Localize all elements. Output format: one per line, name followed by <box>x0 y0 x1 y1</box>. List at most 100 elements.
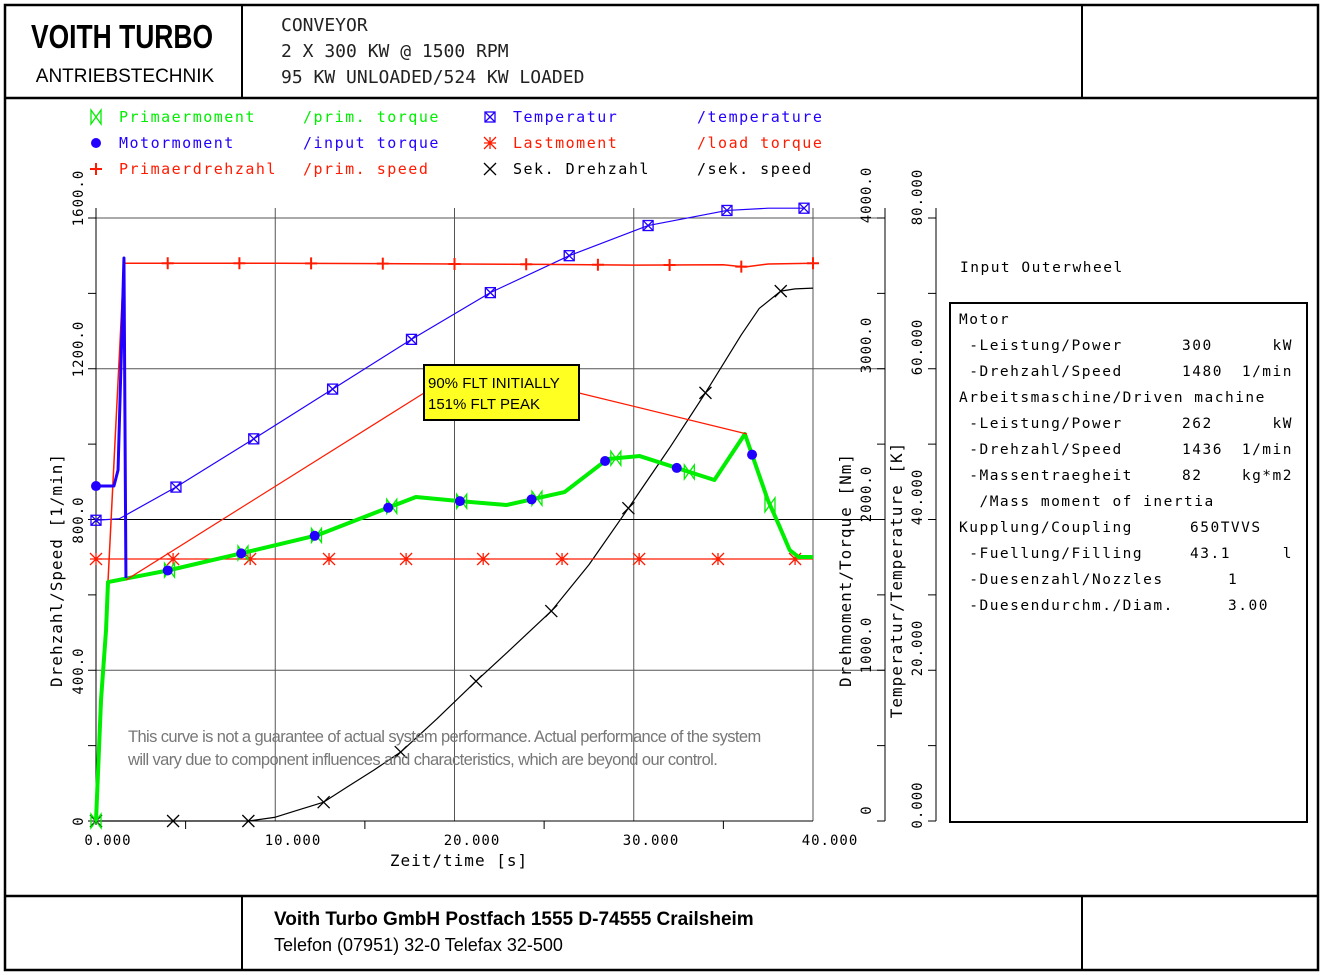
data-point-lastmoment <box>788 552 802 566</box>
parameter-label: -Massentraegheit <box>959 468 1133 484</box>
annotation-box <box>423 364 580 421</box>
logo-title: VOITH TURBO <box>31 18 213 55</box>
parameter-unit: kg*m2 <box>1242 468 1293 484</box>
temperature-axis-label: Temperatur/Temperature [K] <box>887 442 906 718</box>
legend-marker-dot-icon <box>91 138 101 148</box>
speed-tick-label: 400.0 <box>71 647 87 694</box>
x-axis-label: Zeit/time [s] <box>390 851 528 870</box>
legend-label-de: Lastmoment <box>513 134 618 152</box>
legend-label-de: Sek. Drehzahl <box>513 160 650 178</box>
legend-label-en: /temperature <box>697 108 823 126</box>
data-point-motormoment <box>383 502 394 513</box>
data-point-lastmoment <box>555 552 569 566</box>
legend-label-en: /prim. torque <box>303 108 440 126</box>
temperature-tick-label: 20.000 <box>910 620 926 677</box>
parameter-label: -Leistung/Power <box>959 338 1123 354</box>
data-point-sek-drehzahl <box>698 386 712 400</box>
parameter-unit: 1/min <box>1242 442 1293 458</box>
parameter-label: Kupplung/Coupling <box>959 520 1133 536</box>
data-point-lastmoment <box>632 552 646 566</box>
data-point-temperatur <box>90 514 102 526</box>
parameter-value: 262 <box>1182 416 1213 432</box>
speed-tick-label: 800.0 <box>71 496 87 543</box>
legend-label-de: Motormoment <box>119 134 235 152</box>
header-line-2: 2 X 300 KW @ 1500 RPM <box>281 41 509 62</box>
torque-tick-label: 0 <box>859 805 875 814</box>
data-point-primaermoment <box>764 495 776 514</box>
legend-marker-bowtie-icon <box>90 107 102 127</box>
legend-marker-x-icon <box>483 162 497 176</box>
parameter-label: -Duesenzahl/Nozzles <box>959 572 1164 588</box>
footer-phone: Telefon (07951) 32-0 Telefax 32-500 <box>274 935 563 955</box>
speed-axis-label: Drehzahl/Speed [1/min] <box>47 453 66 687</box>
data-point-temperatur <box>170 481 182 493</box>
parameter-box <box>949 302 1308 823</box>
parameter-unit: kW <box>1273 416 1293 432</box>
data-point-lastmoment <box>711 552 725 566</box>
disclaimer-line-1: This curve is not a guarantee of actual … <box>128 728 761 746</box>
x-tick-label: 0.000 <box>84 833 131 849</box>
data-point-lastmoment <box>476 552 490 566</box>
parameter-unit: kW <box>1273 338 1293 354</box>
parameter-value: 650TVVS <box>1190 520 1262 536</box>
parameter-value: 82 <box>1182 468 1202 484</box>
data-point-lastmoment <box>399 552 413 566</box>
temperature-tick-label: 40.000 <box>910 469 926 526</box>
data-point-sek-drehzahl <box>394 745 408 759</box>
parameter-value: 43.1 <box>1190 546 1231 562</box>
data-point-motormoment <box>526 494 537 505</box>
data-point-temperatur <box>248 433 260 445</box>
header-line-3: 95 KW UNLOADED/524 KW LOADED <box>281 67 584 88</box>
parameter-label: Arbeitsmaschine/Driven machine <box>959 390 1266 406</box>
torque-axis-label: Drehmoment/Torque [Nm] <box>836 453 855 687</box>
data-point-temperatur <box>405 333 418 346</box>
data-point-motormoment <box>671 462 682 473</box>
temperature-tick-label: 80.000 <box>910 169 926 226</box>
data-point-primaerdrehzahl <box>305 257 318 270</box>
parameter-value: 1480 <box>1182 364 1223 380</box>
torque-tick-label: 3000.0 <box>859 317 875 374</box>
data-point-primaerdrehzahl <box>448 257 461 270</box>
annotation-line-1: 90% FLT INITIALLY <box>428 375 560 392</box>
data-point-temperatur <box>642 219 654 232</box>
data-point-primaermoment <box>610 449 622 468</box>
series-line-sek-drehzahl <box>96 287 814 822</box>
data-point-temperatur <box>563 250 575 262</box>
series-line-motormoment <box>96 256 128 579</box>
data-point-sek-drehzahl <box>166 814 180 828</box>
data-point-temperatur <box>798 202 810 214</box>
legend-label-en: /input torque <box>303 134 440 152</box>
parameter-value: 1436 <box>1182 442 1223 458</box>
parameter-unit: 1/min <box>1242 364 1293 380</box>
legend-label-de: Primaermoment <box>119 108 256 126</box>
data-point-sek-drehzahl <box>317 795 331 809</box>
data-point-temperatur <box>721 204 733 217</box>
parameter-label: -Duesendurchm./Diam. <box>959 598 1174 614</box>
data-point-primaerdrehzahl <box>663 258 676 271</box>
data-point-motormoment <box>91 481 101 492</box>
x-tick-label: 40.000 <box>802 833 859 849</box>
data-point-lastmoment <box>89 552 103 566</box>
data-point-sek-drehzahl <box>544 604 558 618</box>
disclaimer-line-2: will vary due to component influences an… <box>127 751 717 769</box>
parameter-label: /Mass moment of inertia <box>959 494 1215 510</box>
legend-marker-star-icon <box>483 136 497 150</box>
torque-tick-label: 2000.0 <box>859 466 875 523</box>
data-point-lastmoment <box>243 552 257 566</box>
parameter-value: 3.00 <box>1228 598 1269 614</box>
speed-tick-label: 1200.0 <box>71 321 87 378</box>
parameter-value: 300 <box>1182 338 1213 354</box>
annotation-line-2: 151% FLT PEAK <box>428 396 540 413</box>
data-point-sek-drehzahl <box>241 814 255 828</box>
legend-label-de: Temperatur <box>513 108 618 126</box>
data-point-primaerdrehzahl <box>735 260 748 273</box>
parameter-label: -Drehzahl/Speed <box>959 442 1123 458</box>
legend-label-de: Primaerdrehzahl <box>119 160 277 178</box>
data-point-temperatur <box>484 286 497 299</box>
torque-tick-label: 4000.0 <box>859 167 875 224</box>
data-point-sek-drehzahl <box>469 674 483 688</box>
parameter-label: -Drehzahl/Speed <box>959 364 1123 380</box>
header-line-1: CONVEYOR <box>281 15 368 36</box>
outer-frame <box>3 3 1320 972</box>
